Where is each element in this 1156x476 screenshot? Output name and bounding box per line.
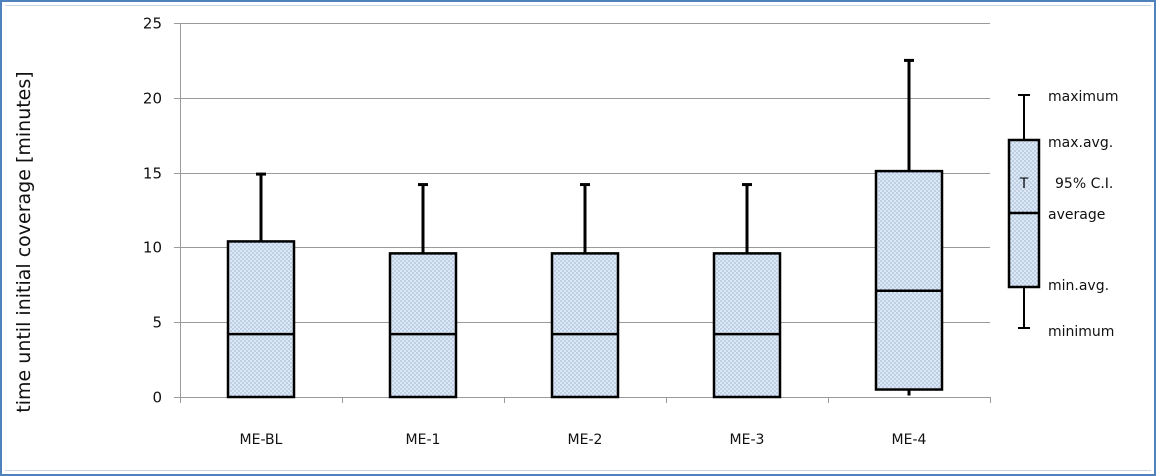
y-tick-label: 20 <box>143 90 162 108</box>
x-category-label: ME-4 <box>892 432 927 448</box>
legend-min-avg: min.avg. <box>1048 278 1109 294</box>
box-me-1 <box>388 183 458 399</box>
legend-max-avg: max.avg. <box>1048 135 1113 151</box>
legend-ci: 95% C.I. <box>1055 176 1113 192</box>
box-layer <box>226 58 944 399</box>
x-category-label: ME-3 <box>730 432 765 448</box>
axis-layer: 0 5 10 15 20 25 ME-BL ME-1 ME-2 ME-3 ME-4 <box>143 15 991 448</box>
box-me-4 <box>874 58 944 396</box>
y-tick-label: 10 <box>143 239 162 257</box>
y-tick-label: 25 <box>143 15 162 33</box>
legend: maximum max.avg. T 95% C.I. average min.avg. m… <box>1007 89 1119 340</box>
x-category-label: ME-2 <box>568 432 603 448</box>
legend-average: average <box>1048 207 1105 223</box>
y-tick-label: 5 <box>152 314 162 332</box>
y-tick-label: 15 <box>143 165 162 183</box>
x-category-label: ME-BL <box>240 432 283 448</box>
legend-maximum: maximum <box>1048 89 1119 105</box>
box-body <box>550 252 620 399</box>
box-body <box>874 169 944 391</box>
box-me-3 <box>712 183 782 399</box>
box-me-2 <box>550 183 620 399</box>
y-tick-label: 0 <box>152 389 162 407</box>
box-body <box>226 240 296 399</box>
box-body <box>712 252 782 399</box>
box-me-bl <box>226 172 296 399</box>
legend-ci-symbol: T <box>1019 176 1029 192</box>
legend-minimum: minimum <box>1048 324 1114 340</box>
frame-inner-bottom-line <box>5 470 1151 471</box>
x-category-label: ME-1 <box>406 432 441 448</box>
box-body <box>388 252 458 399</box>
frame-inner-top-line <box>5 5 1151 6</box>
